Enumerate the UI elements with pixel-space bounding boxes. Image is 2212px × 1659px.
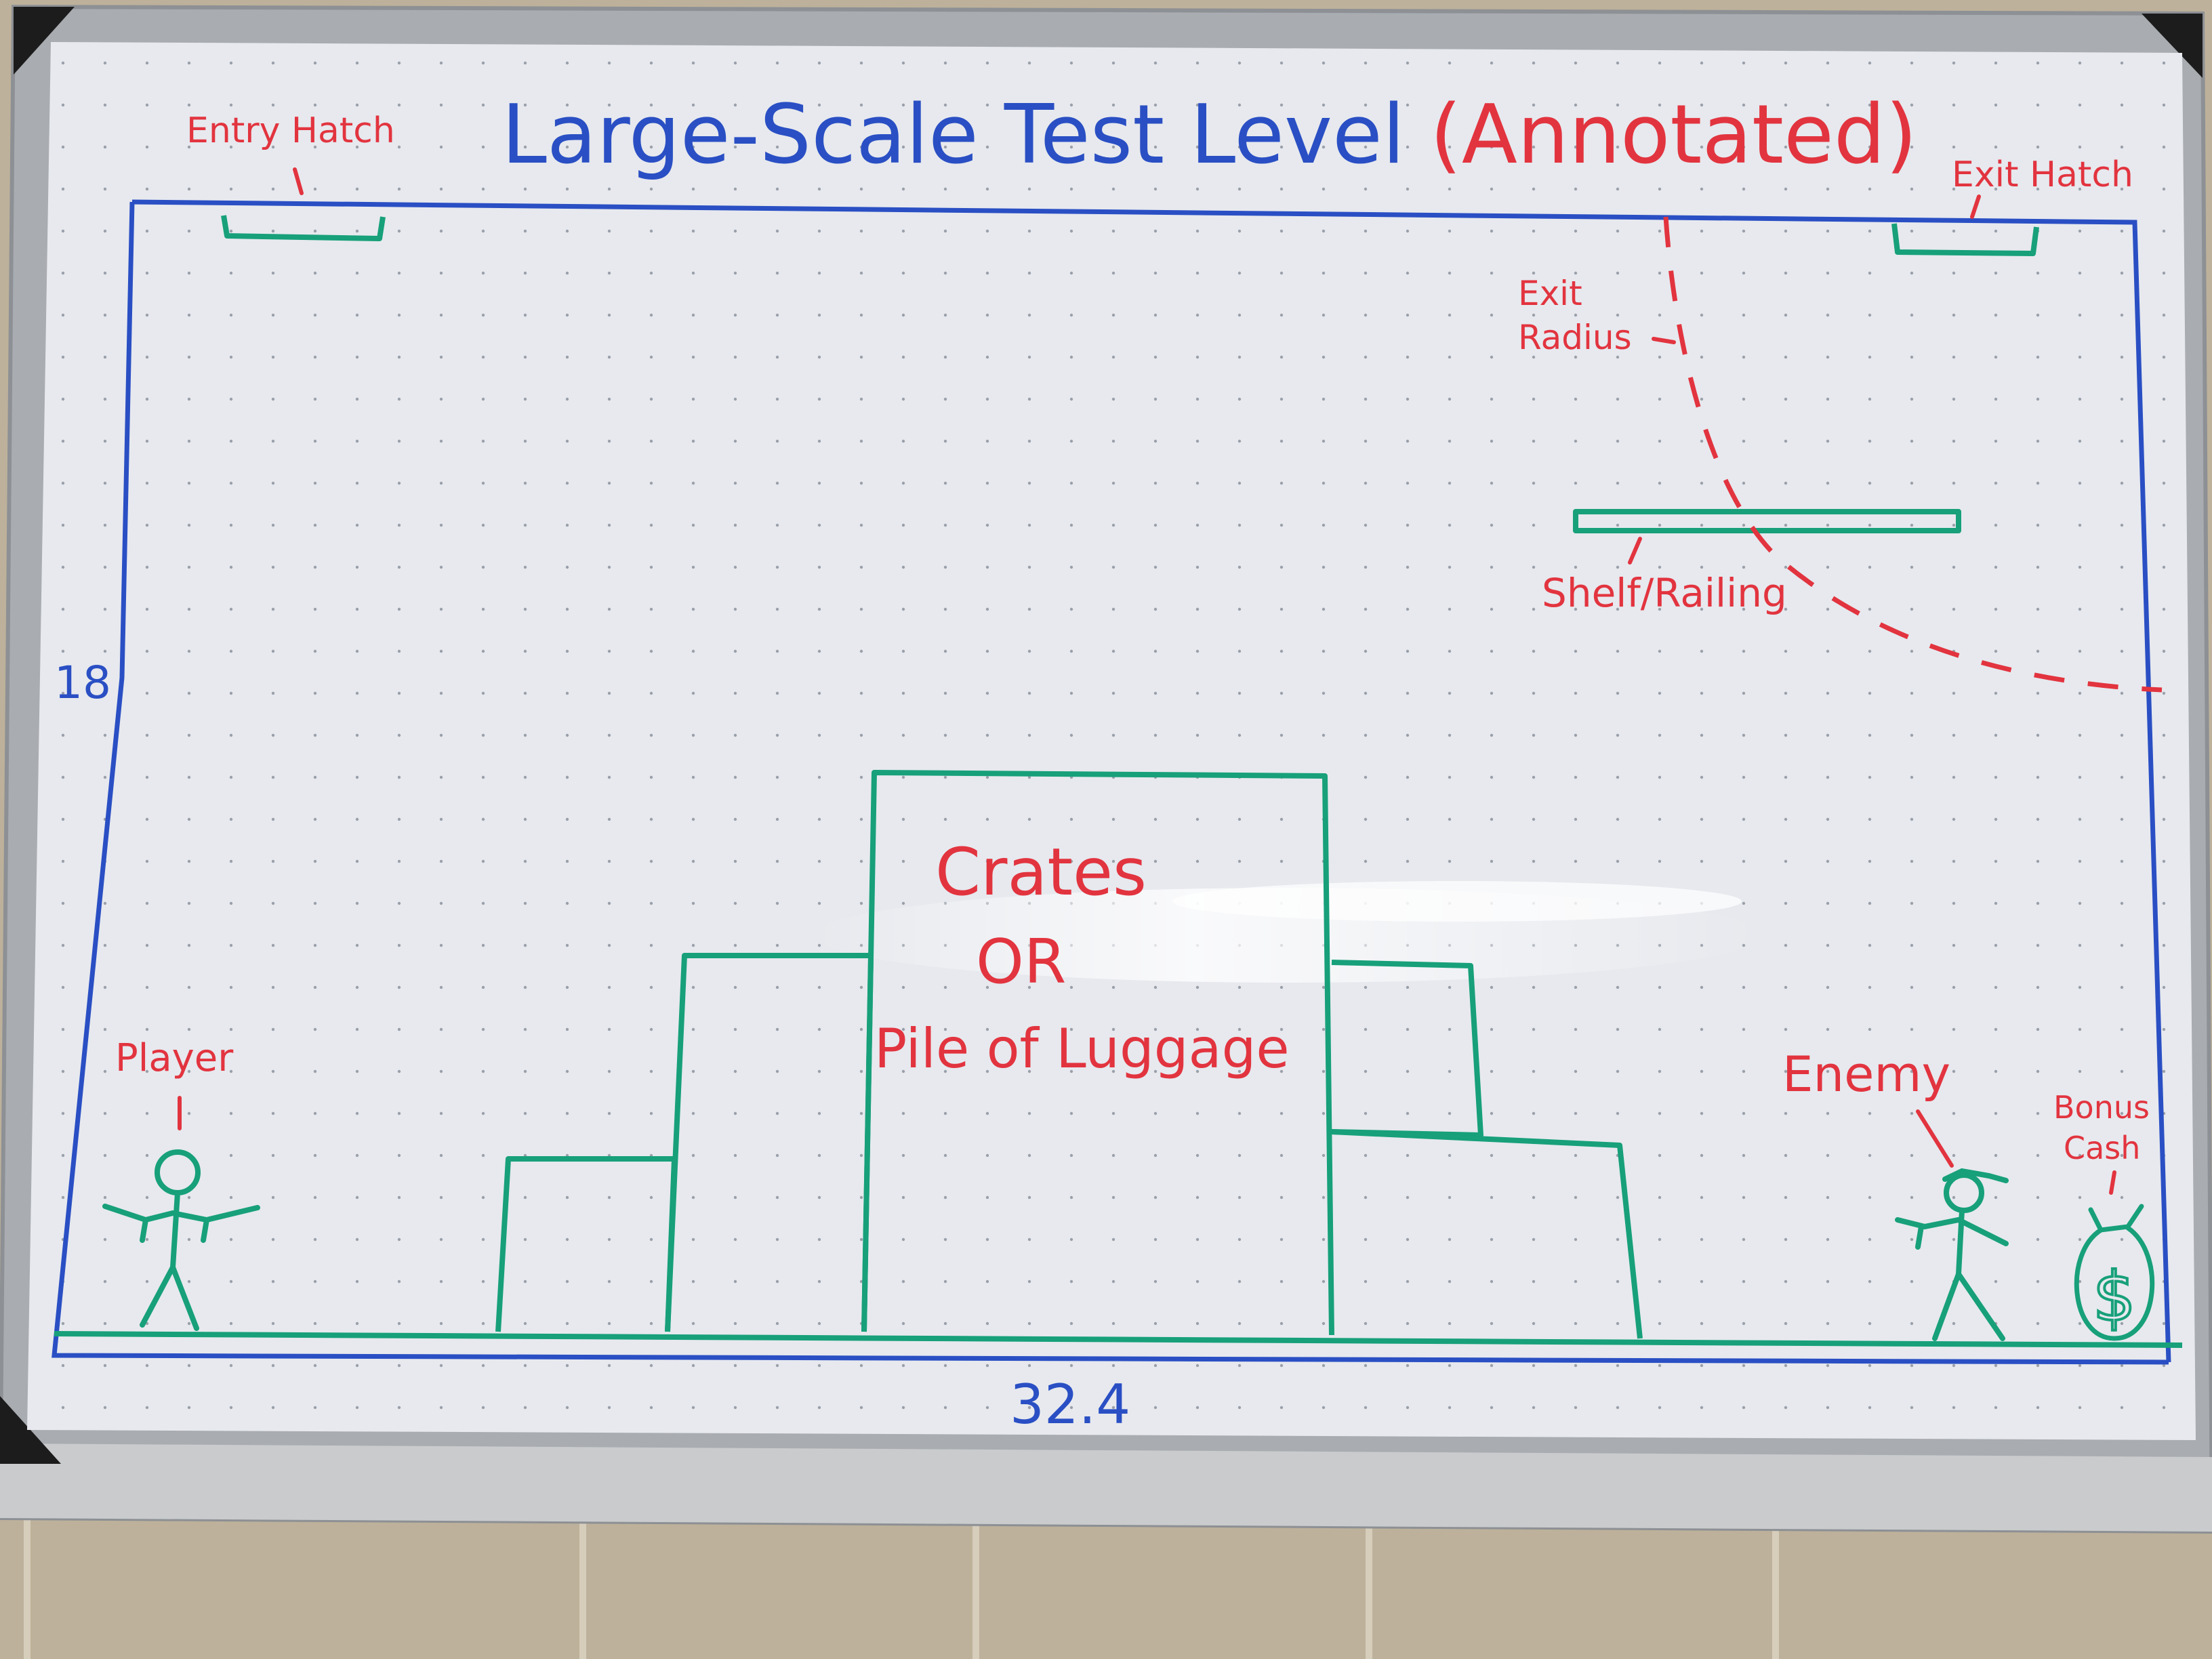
ground-line [54,1331,2183,1348]
svg-text:$: $ [2093,1257,2136,1336]
enemy-label: Enemy [1782,1046,1950,1103]
height-dimension: 18 [54,657,111,709]
width-dimension: 32.4 [1010,1373,1130,1436]
exit-radius-arc [1663,216,2163,693]
exit-hatch [1891,223,2039,256]
crates-label-line2: OR [976,926,1066,998]
writing-surface [27,42,2196,1440]
exit-radius-label-line2: Radius [1518,318,1632,357]
exit-radius-label-line1: Exit [1518,274,1582,313]
stick-figure-icon [102,1149,260,1331]
shelf-railing [1573,509,1961,533]
annotation-pointers [178,167,2116,1195]
crates-label-line3: Pile of Luggage [874,1017,1290,1080]
money-bag-icon: $ [2074,1204,2155,1341]
bonus-cash-label-line2: Cash [2064,1130,2140,1166]
title-annotated: (Annotated) [1430,88,1917,182]
level-geometry [54,215,2183,1348]
title-main: Large-Scale Test Level [501,88,1405,182]
level-boundary [52,199,2171,1365]
corner-cap-top-left [14,7,75,75]
crates-label-line1: Crates [935,834,1147,910]
bonus-cash-label-line1: Bonus [2053,1089,2150,1126]
crate-large [861,770,1334,1336]
corner-cap-top-right [2142,14,2203,78]
entry-hatch-label: Entry Hatch [186,110,395,151]
player-label: Player [115,1036,234,1080]
annotation-labels: Entry Hatch Exit Hatch Exit Radius Shelf… [115,110,2150,1166]
exit-hatch-label: Exit Hatch [1952,155,2133,195]
level-outline-left-bottom [52,201,2169,1365]
entry-hatch [221,215,386,241]
crate-right-lower [1331,1129,1643,1339]
shelf-railing-label: Shelf/Railing [1542,570,1787,616]
level-outline-top-right [131,199,2171,1363]
title: Large-Scale Test Level (Annotated) [501,88,1917,182]
stick-figure-with-hat-icon [1895,1168,2009,1341]
